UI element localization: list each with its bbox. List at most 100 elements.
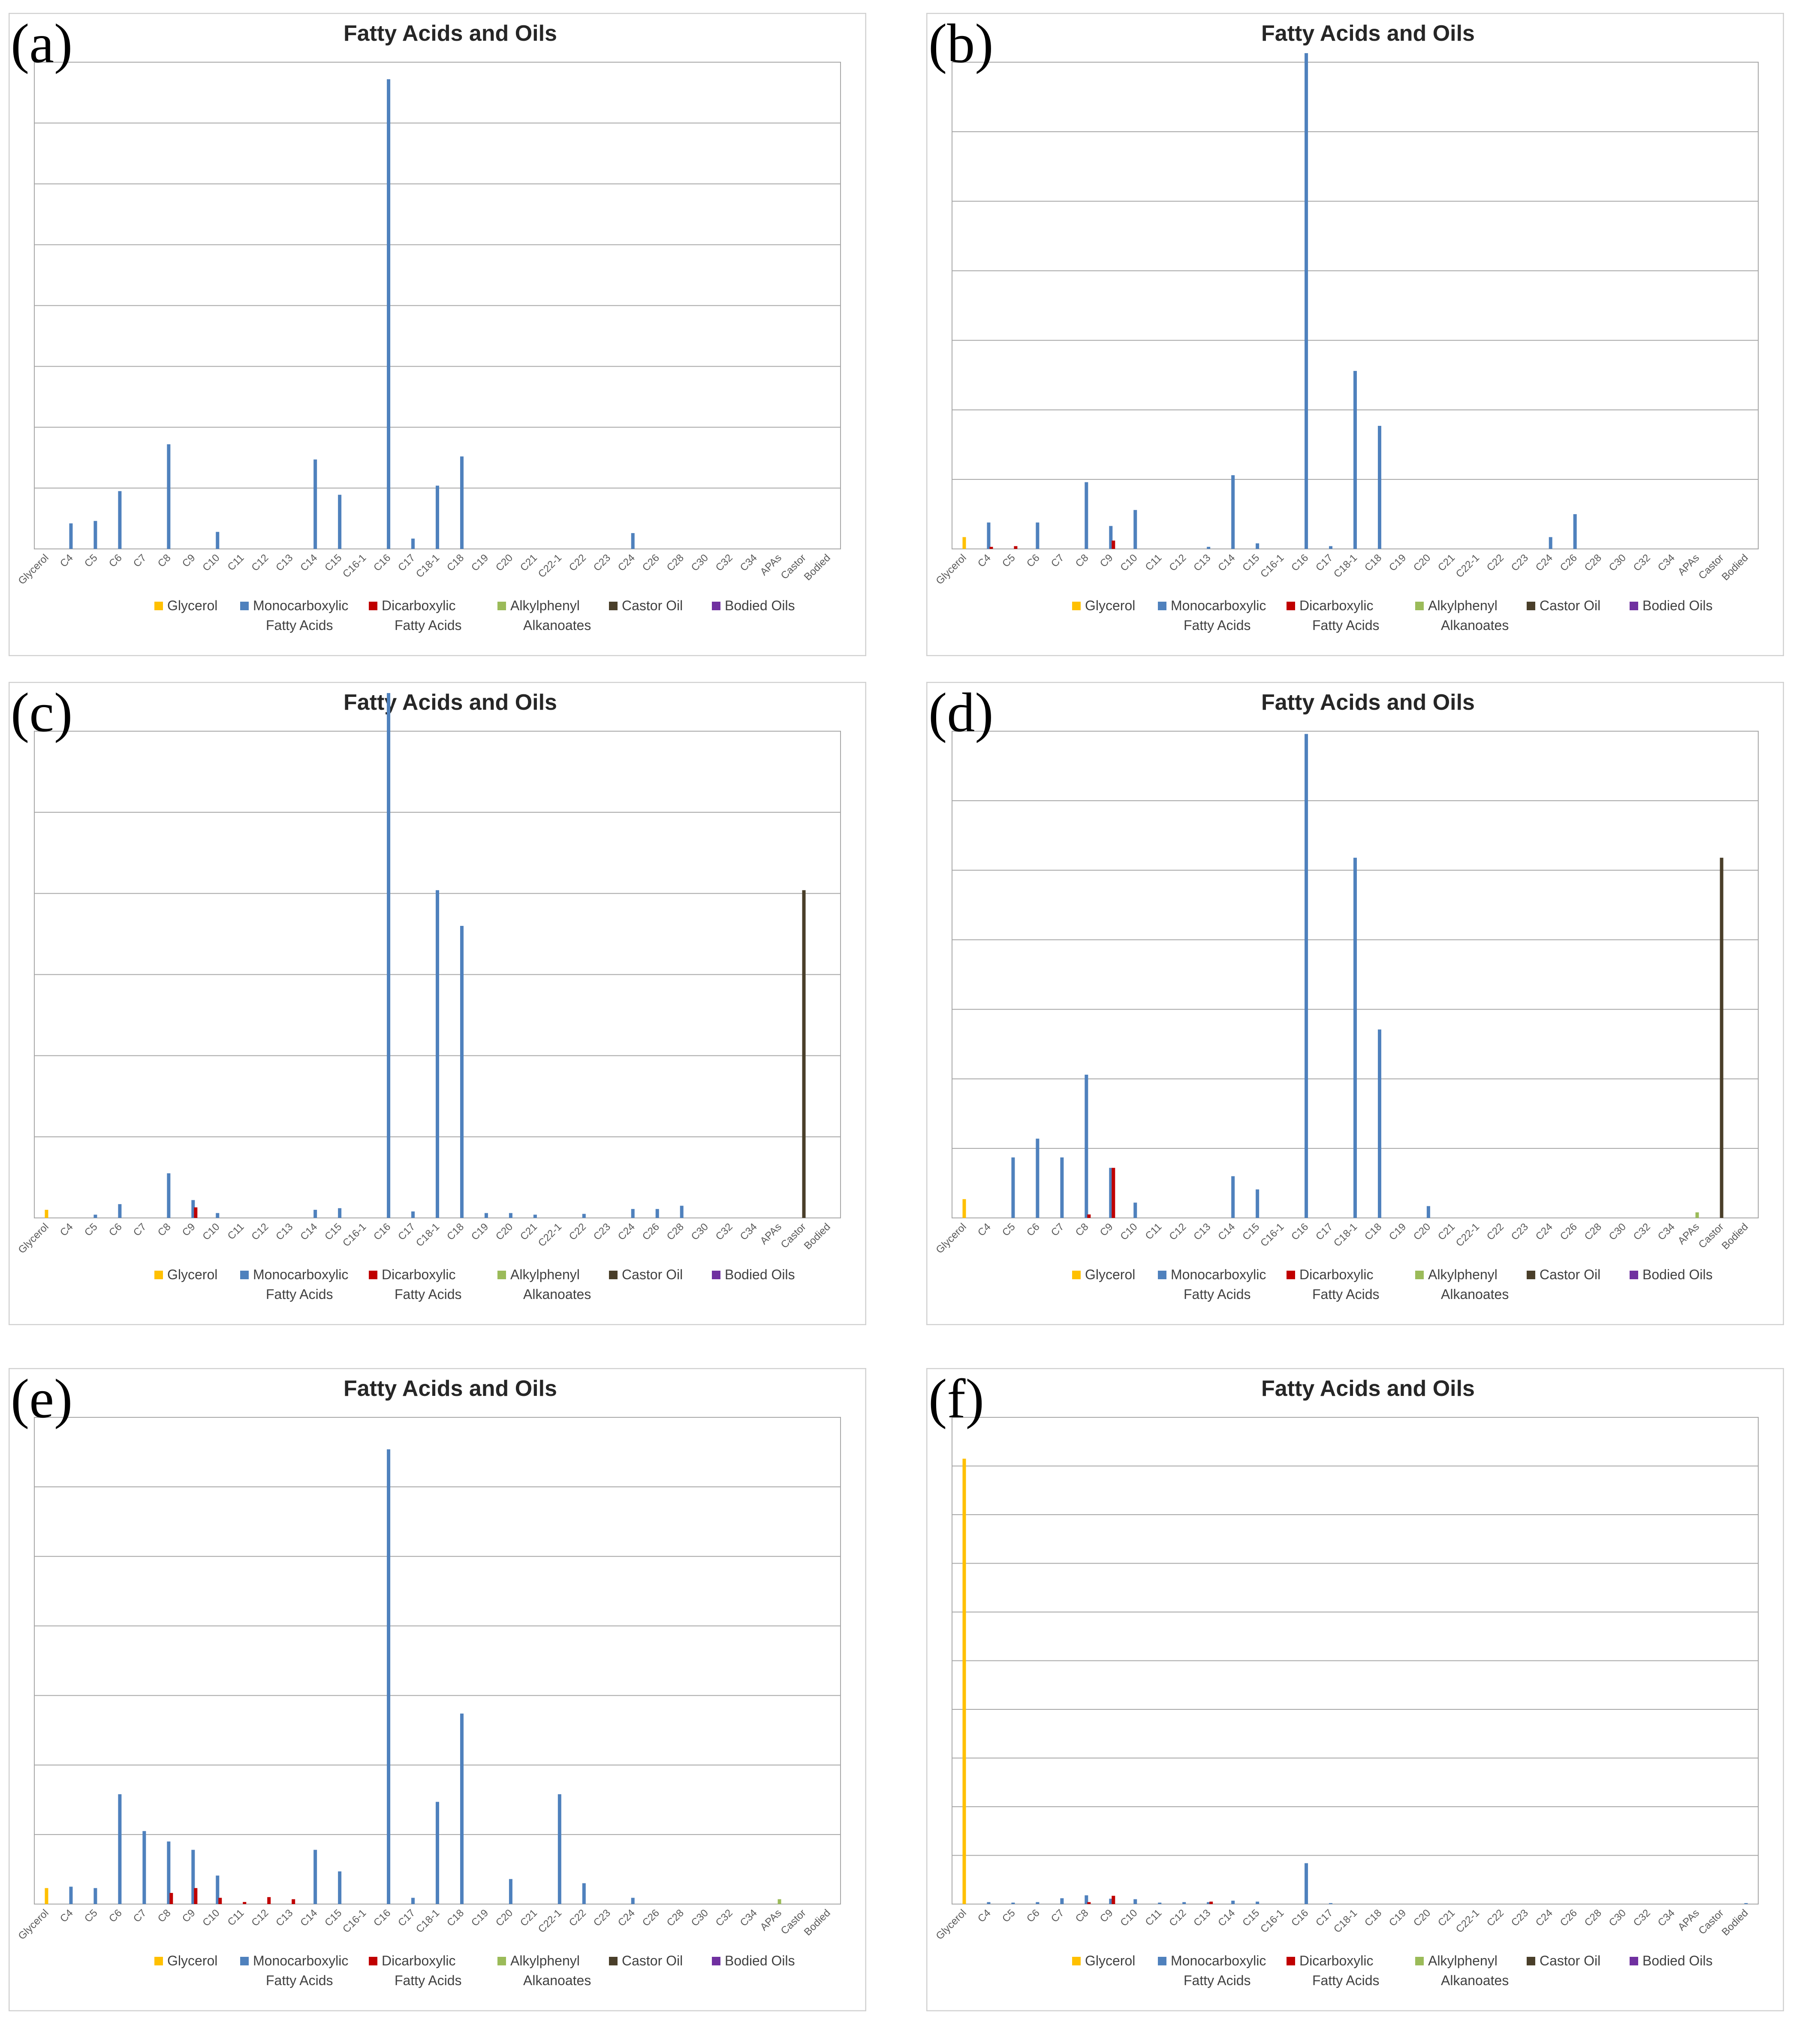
legend-label: Castor Oil [622, 598, 683, 613]
chart-title: Fatty Acids and Oils [1261, 21, 1475, 46]
legend-label: Alkylphenyl [510, 1953, 580, 1968]
bar-monocarboxylic-fatty-acids-c9 [1109, 1168, 1113, 1218]
bar-monocarboxylic-fatty-acids-c18 [1377, 426, 1381, 549]
bar-monocarboxylic-fatty-acids-c12 [1182, 1902, 1186, 1904]
bar-monocarboxylic-fatty-acids-c9 [1109, 1898, 1113, 1904]
panel-label: (f) [928, 1368, 984, 1430]
bar-monocarboxylic-fatty-acids-c28 [680, 1205, 684, 1218]
bar-dicarboxylic-fatty-acids-c9 [194, 1888, 198, 1904]
bar-dicarboxylic-fatty-acids-c9 [1112, 1895, 1115, 1904]
bar-monocarboxylic-fatty-acids-c10 [1133, 1899, 1137, 1904]
bar-monocarboxylic-fatty-acids-c16 [387, 1449, 391, 1904]
legend-label-line2: Fatty Acids [1184, 1287, 1251, 1302]
bar-monocarboxylic-fatty-acids-c18-1 [436, 890, 439, 1218]
panel-label: (c) [11, 682, 72, 744]
legend-swatch [1158, 1957, 1166, 1965]
legend-label: Bodied Oils [725, 1953, 795, 1968]
legend-swatch [369, 1957, 377, 1965]
bar-dicarboxylic-fatty-acids-c9 [1112, 1168, 1115, 1218]
legend-label: Castor Oil [1540, 598, 1600, 613]
bar-monocarboxylic-fatty-acids-c14 [313, 459, 317, 549]
chart-panel-e: Fatty Acids and Oils (e) Glycerol C4 C5 C6 C7 C… [9, 1368, 866, 2011]
bar-glycerol-glycerol [45, 1210, 48, 1218]
bar-castor-oil-castor [802, 890, 806, 1218]
legend-label-line2: Alkanoates [1441, 1973, 1509, 1988]
chart-title: Fatty Acids and Oils [344, 1376, 557, 1401]
bar-monocarboxylic-fatty-acids-c5 [1011, 1902, 1015, 1904]
legend-label-line2: Fatty Acids [266, 618, 333, 633]
bar-monocarboxylic-fatty-acids-c22 [582, 1883, 586, 1904]
bar-monocarboxylic-fatty-acids-c17 [411, 1211, 415, 1218]
legend-swatch [240, 1957, 249, 1965]
bar-monocarboxylic-fatty-acids-c20 [1426, 1206, 1430, 1218]
bar-monocarboxylic-fatty-acids-c5 [93, 1214, 97, 1218]
legend-label: Dicarboxylic [1299, 598, 1373, 613]
legend-label: Alkylphenyl [1428, 598, 1498, 613]
bar-monocarboxylic-fatty-acids-c6 [118, 1794, 122, 1904]
legend-label: Alkylphenyl [1428, 1267, 1498, 1282]
legend-label: Bodied Oils [1642, 1953, 1713, 1968]
bar-dicarboxylic-fatty-acids-c10 [218, 1898, 222, 1904]
bar-monocarboxylic-fatty-acids-c8 [167, 1841, 171, 1904]
legend-label-line2: Alkanoates [1441, 1287, 1509, 1302]
legend-label: Castor Oil [622, 1953, 683, 1968]
bar-monocarboxylic-fatty-acids-c16 [387, 79, 391, 549]
bar-monocarboxylic-fatty-acids-c24 [631, 1209, 635, 1218]
legend-swatch [712, 602, 720, 610]
legend-label: Monocarboxylic [1171, 598, 1266, 613]
bar-monocarboxylic-fatty-acids-c6 [1036, 1902, 1040, 1904]
legend-swatch [609, 1271, 618, 1279]
bar-monocarboxylic-fatty-acids-c15 [338, 1208, 342, 1218]
legend-label-line2: Fatty Acids [1312, 1287, 1380, 1302]
legend-label: Alkylphenyl [510, 598, 580, 613]
legend-label: Alkylphenyl [1428, 1953, 1498, 1968]
legend-swatch [1630, 602, 1638, 610]
bar-dicarboxylic-fatty-acids-c9 [1112, 540, 1115, 549]
bar-dicarboxylic-fatty-acids-c4 [989, 547, 993, 549]
chart-title: Fatty Acids and Oils [1261, 690, 1475, 715]
chart-panel-b: Fatty Acids and Oils (b) Glycerol C4 C5 C6 C7 C… [926, 13, 1784, 656]
legend-swatch [1072, 1271, 1081, 1279]
panel-label: (a) [11, 13, 72, 75]
bar-monocarboxylic-fatty-acids-c6 [118, 491, 122, 549]
bar-monocarboxylic-fatty-acids-c4 [987, 522, 991, 549]
bar-dicarboxylic-fatty-acids-c9 [194, 1207, 198, 1218]
legend-swatch [497, 1271, 506, 1279]
legend-swatch [712, 1957, 720, 1965]
bar-monocarboxylic-fatty-acids-c7 [1060, 1898, 1064, 1904]
bar-monocarboxylic-fatty-acids-c16 [1305, 734, 1308, 1218]
bar-monocarboxylic-fatty-acids-c24 [631, 1898, 635, 1904]
legend-label-line2: Fatty Acids [266, 1287, 333, 1302]
legend-label-line2: Alkanoates [523, 1973, 591, 1988]
bar-monocarboxylic-fatty-acids-c22-1 [557, 1794, 561, 1904]
legend-swatch [240, 1271, 249, 1279]
bar-monocarboxylic-fatty-acids-c14 [1231, 1901, 1235, 1904]
chart-c: Fatty Acids and Oils(c)Glycerol C4 C5 C6 C7 C… [9, 682, 866, 1325]
bar-monocarboxylic-fatty-acids-c18-1 [436, 1802, 439, 1904]
legend-swatch [369, 1271, 377, 1279]
legend-label: Bodied Oils [725, 1267, 795, 1282]
bar-glycerol-glycerol [962, 1459, 966, 1904]
legend-label-line2: Fatty Acids [1312, 618, 1380, 633]
bar-monocarboxylic-fatty-acids-c15 [1256, 1189, 1260, 1218]
bar-monocarboxylic-fatty-acids-c8 [1085, 482, 1088, 549]
legend-label: Monocarboxylic [253, 598, 348, 613]
legend-swatch [154, 1271, 163, 1279]
legend-label: Monocarboxylic [1171, 1953, 1266, 1968]
bar-monocarboxylic-fatty-acids-c16 [1305, 1863, 1308, 1904]
bar-monocarboxylic-fatty-acids-c4 [69, 523, 73, 549]
bar-monocarboxylic-fatty-acids-c18 [460, 926, 464, 1218]
bar-monocarboxylic-fatty-acids-c18-1 [1353, 858, 1357, 1218]
chart-title: Fatty Acids and Oils [1261, 1376, 1475, 1401]
bar-monocarboxylic-fatty-acids-c10 [216, 532, 220, 549]
legend-label-line2: Fatty Acids [1312, 1973, 1380, 1988]
bar-monocarboxylic-fatty-acids-c15 [338, 1871, 342, 1904]
legend-swatch [1287, 1271, 1295, 1279]
bar-monocarboxylic-fatty-acids-c8 [167, 1173, 171, 1218]
bar-monocarboxylic-fatty-acids-c17 [411, 538, 415, 549]
legend-swatch [1527, 602, 1535, 610]
legend-label: Monocarboxylic [253, 1267, 348, 1282]
bar-monocarboxylic-fatty-acids-c18 [1377, 1029, 1381, 1218]
bar-monocarboxylic-fatty-acids-c15 [338, 494, 342, 549]
bar-monocarboxylic-fatty-acids-c26 [1573, 514, 1577, 549]
